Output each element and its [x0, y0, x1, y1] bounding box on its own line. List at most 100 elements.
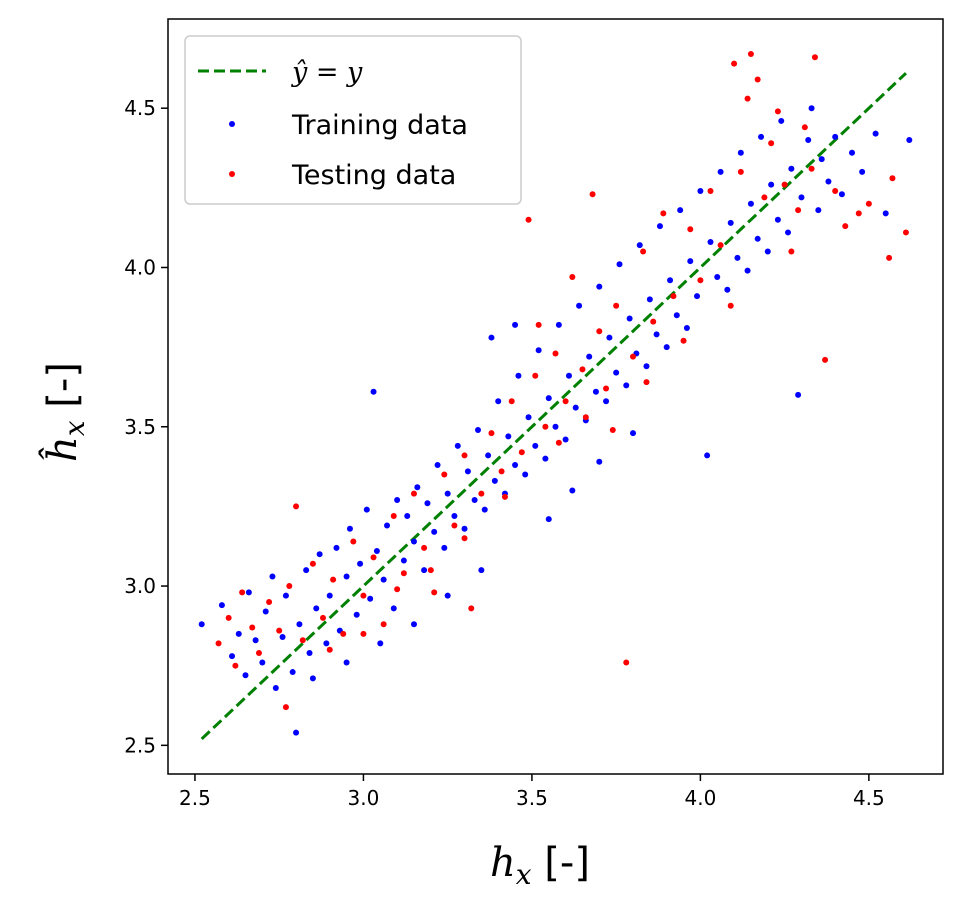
training-point: [404, 512, 411, 519]
testing-point: [478, 490, 485, 497]
testing-point: [461, 535, 468, 542]
training-point: [259, 659, 266, 666]
training-point: [357, 560, 364, 567]
training-point: [724, 286, 731, 293]
training-point: [444, 490, 451, 497]
training-point: [384, 522, 391, 529]
testing-point: [630, 353, 636, 360]
reference-line-layer: [200, 72, 907, 741]
plot-area-frame: [167, 18, 944, 775]
training-point: [282, 592, 289, 599]
training-point: [747, 200, 754, 207]
training-point: [798, 194, 805, 201]
testing-point: [400, 570, 407, 577]
training-point: [431, 528, 438, 535]
testing-point: [525, 216, 532, 223]
legend-reference-line-label: ŷ = y: [291, 57, 363, 88]
training-point: [683, 325, 690, 332]
training-point: [424, 500, 431, 507]
testing-point: [535, 321, 542, 328]
training-point: [505, 433, 512, 440]
testing-point: [468, 605, 475, 612]
testing-point: [282, 704, 289, 711]
training-point: [606, 334, 613, 341]
testing-point: [562, 398, 569, 405]
training-point: [380, 576, 387, 583]
training-point: [373, 548, 380, 555]
testing-point: [801, 124, 808, 131]
testing-point: [660, 210, 667, 217]
x-axis-label-main: h: [490, 840, 516, 886]
testing-point: [687, 226, 694, 233]
training-point: [673, 312, 680, 319]
training-point: [565, 372, 572, 379]
training-point: [262, 608, 269, 615]
x-axis-label-unit: [-]: [532, 840, 590, 886]
training-point: [552, 423, 559, 430]
testing-point: [670, 293, 677, 300]
training-point: [461, 525, 468, 532]
training-point: [653, 331, 660, 338]
training-point: [663, 344, 670, 351]
testing-point: [768, 140, 775, 147]
training-point: [279, 634, 286, 641]
training-point: [269, 573, 276, 580]
testing-point: [232, 662, 239, 669]
legend: ŷ = y Training data Testing data: [184, 35, 522, 205]
training-point: [485, 452, 492, 459]
testing-point: [340, 630, 347, 637]
training-point: [481, 506, 488, 513]
training-point: [198, 621, 205, 628]
testing-point: [788, 248, 795, 255]
training-point: [808, 105, 815, 112]
testing-point: [680, 337, 687, 344]
training-point: [677, 207, 684, 214]
testing-point: [774, 108, 781, 115]
training-point: [410, 621, 417, 628]
training-point: [296, 621, 303, 628]
legend-box: [184, 35, 522, 205]
testing-point: [603, 385, 610, 392]
training-point: [805, 137, 812, 144]
y-axis-ticks: 2.5 3.0 3.5 4.0 4.5: [124, 96, 168, 757]
training-point: [592, 388, 599, 395]
testing-point: [320, 614, 326, 621]
training-point: [572, 404, 579, 411]
training-point: [768, 181, 775, 188]
training-point: [562, 436, 569, 443]
training-point: [400, 557, 407, 564]
training-point: [410, 538, 417, 545]
training-point: [758, 133, 765, 140]
testing-point: [731, 60, 738, 67]
testing-point: [330, 576, 337, 583]
testing-point: [855, 210, 862, 217]
testing-point: [643, 379, 650, 386]
testing-point: [532, 372, 539, 379]
testing-point: [596, 328, 603, 335]
training-point: [272, 684, 279, 691]
training-point: [545, 516, 552, 523]
testing-point: [501, 493, 508, 500]
testing-point: [582, 414, 589, 421]
training-point: [525, 414, 532, 421]
testing-point: [293, 503, 300, 510]
training-point: [832, 133, 839, 140]
training-point: [235, 630, 242, 637]
training-point: [576, 302, 583, 309]
training-point: [643, 363, 650, 370]
testing-point: [902, 229, 909, 236]
training-point: [785, 229, 791, 236]
testing-point: [613, 302, 620, 309]
testing-point: [286, 583, 293, 590]
testing-point: [552, 350, 559, 357]
testing-point: [225, 614, 232, 621]
training-point: [616, 261, 623, 268]
testing-point: [707, 188, 714, 195]
training-point: [872, 130, 879, 137]
testing-point: [451, 522, 458, 529]
training-point: [252, 637, 259, 644]
testing-point: [623, 659, 630, 666]
training-point: [515, 372, 522, 379]
training-point: [555, 321, 562, 328]
